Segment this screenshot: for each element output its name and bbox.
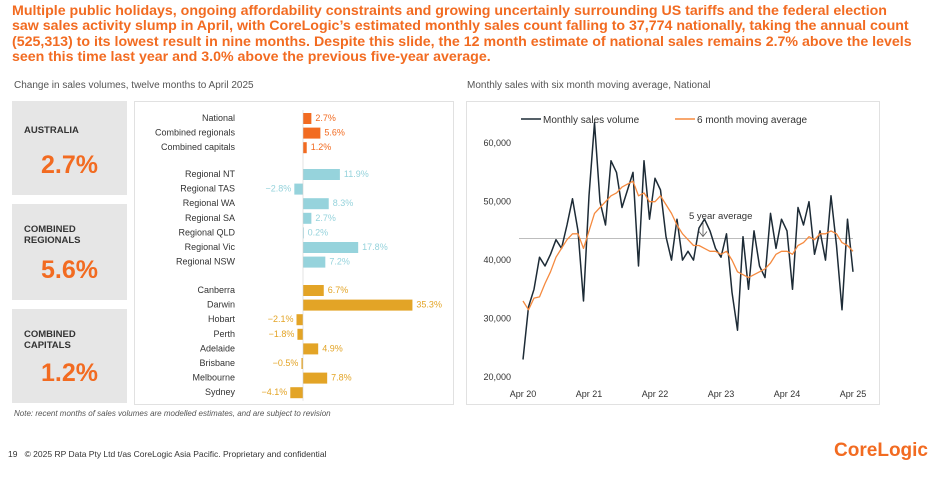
category-label: Combined regionals xyxy=(155,128,236,138)
bar xyxy=(303,212,312,224)
data-label: 2.7% xyxy=(315,213,336,223)
bar xyxy=(303,169,340,180)
bar xyxy=(303,343,319,355)
footer: 19 © 2025 RP Data Pty Ltd t/as CoreLogic… xyxy=(8,449,326,459)
kpi-combined-capitals: COMBINED CAPITALS 1.2% xyxy=(12,309,127,403)
kpi-label: COMBINED CAPITALS xyxy=(24,329,76,351)
kpi-label: COMBINED REGIONALS xyxy=(24,224,81,246)
category-label: Regional SA xyxy=(185,213,235,223)
page-number: 19 xyxy=(8,449,18,459)
category-label: Regional NSW xyxy=(176,257,236,267)
category-label: Perth xyxy=(213,329,235,339)
data-label: −0.5% xyxy=(273,358,299,368)
data-label: 6.7% xyxy=(328,285,349,295)
data-label: 11.9% xyxy=(344,169,369,179)
data-label: 7.8% xyxy=(331,373,352,383)
legend-label: Monthly sales volume xyxy=(543,115,640,126)
bar xyxy=(303,198,329,210)
data-label: −2.8% xyxy=(266,184,292,194)
category-label: Regional NT xyxy=(185,169,236,179)
category-label: Sydney xyxy=(205,387,236,397)
bar xyxy=(303,127,321,139)
line-chart-panel: 20,000 30,000 40,000 50,000 60,000 Apr 20 Apr … xyxy=(466,101,880,405)
footnote: Note: recent months of sales volumes are… xyxy=(14,409,331,418)
category-label: Regional QLD xyxy=(178,227,235,237)
y-tick-label: 60,000 xyxy=(483,138,511,148)
legend-label: 6 month moving average xyxy=(697,115,808,126)
bar-chart-panel: National 2.7% Combined regionals 5.6% Combin… xyxy=(134,101,454,405)
data-label: −1.8% xyxy=(269,329,295,339)
copyright: © 2025 RP Data Pty Ltd t/as CoreLogic As… xyxy=(24,449,327,459)
data-label: 2.7% xyxy=(315,113,336,123)
category-label: Regional Vic xyxy=(185,242,236,252)
x-tick-label: Apr 22 xyxy=(642,389,669,399)
bar xyxy=(303,299,413,311)
bar xyxy=(303,285,324,296)
data-label: 0.2% xyxy=(308,227,329,237)
bar xyxy=(303,227,304,239)
data-label: 17.8% xyxy=(362,242,388,252)
series-line xyxy=(522,122,854,360)
kpi-value: 1.2% xyxy=(41,359,98,387)
x-tick-label: Apr 20 xyxy=(510,389,537,399)
data-label: 7.2% xyxy=(329,257,350,267)
kpi-value: 2.7% xyxy=(41,151,98,179)
category-label: Regional TAS xyxy=(180,184,235,194)
y-tick-label: 50,000 xyxy=(483,197,511,207)
category-label: National xyxy=(202,113,235,123)
data-label: 5.6% xyxy=(324,128,345,138)
kpi-combined-regionals: COMBINED REGIONALS 5.6% xyxy=(12,204,127,300)
data-label: 4.9% xyxy=(322,343,343,353)
category-label: Regional WA xyxy=(183,198,235,208)
category-label: Combined capitals xyxy=(161,142,236,152)
bar xyxy=(290,387,303,399)
bar xyxy=(294,183,303,195)
reference-pointer-arrow xyxy=(698,231,708,238)
category-label: Hobart xyxy=(208,314,236,324)
bar-chart-title: Change in sales volumes, twelve months t… xyxy=(14,80,254,91)
kpi-australia: AUSTRALIA 2.7% xyxy=(12,101,127,195)
bar xyxy=(297,328,303,340)
reference-label: 5 year average xyxy=(689,211,752,222)
category-label: Brisbane xyxy=(199,358,235,368)
bar-chart: National 2.7% Combined regionals 5.6% Combin… xyxy=(155,110,442,401)
x-tick-label: Apr 25 xyxy=(840,389,867,399)
y-tick-label: 20,000 xyxy=(483,372,511,382)
line-chart-title: Monthly sales with six month moving aver… xyxy=(467,80,711,91)
category-label: Darwin xyxy=(207,300,235,310)
data-label: 1.2% xyxy=(311,142,332,152)
data-label: −2.1% xyxy=(268,314,294,324)
line-chart: 20,000 30,000 40,000 50,000 60,000 Apr 20 Apr … xyxy=(483,115,867,399)
data-label: −4.1% xyxy=(262,387,288,397)
series-line xyxy=(522,180,854,311)
bar xyxy=(303,242,359,253)
headline: Multiple public holidays, ongoing afford… xyxy=(12,3,912,66)
y-tick-label: 40,000 xyxy=(483,255,511,265)
bar xyxy=(303,142,307,154)
x-tick-label: Apr 24 xyxy=(774,389,801,399)
y-tick-label: 30,000 xyxy=(483,314,511,324)
kpi-label: AUSTRALIA xyxy=(24,125,79,136)
x-tick-label: Apr 23 xyxy=(708,389,735,399)
data-label: 35.3% xyxy=(416,300,442,310)
bar xyxy=(303,372,328,384)
data-label: 8.3% xyxy=(333,198,354,208)
bar xyxy=(303,113,312,124)
x-tick-label: Apr 21 xyxy=(576,389,603,399)
category-label: Adelaide xyxy=(200,343,235,353)
bar xyxy=(296,314,303,326)
kpi-value: 5.6% xyxy=(41,256,98,284)
bar xyxy=(301,358,303,369)
category-label: Melbourne xyxy=(192,373,235,383)
bar xyxy=(303,256,326,268)
corelogic-logo: CoreLogic xyxy=(834,440,928,461)
category-label: Canberra xyxy=(197,285,235,295)
